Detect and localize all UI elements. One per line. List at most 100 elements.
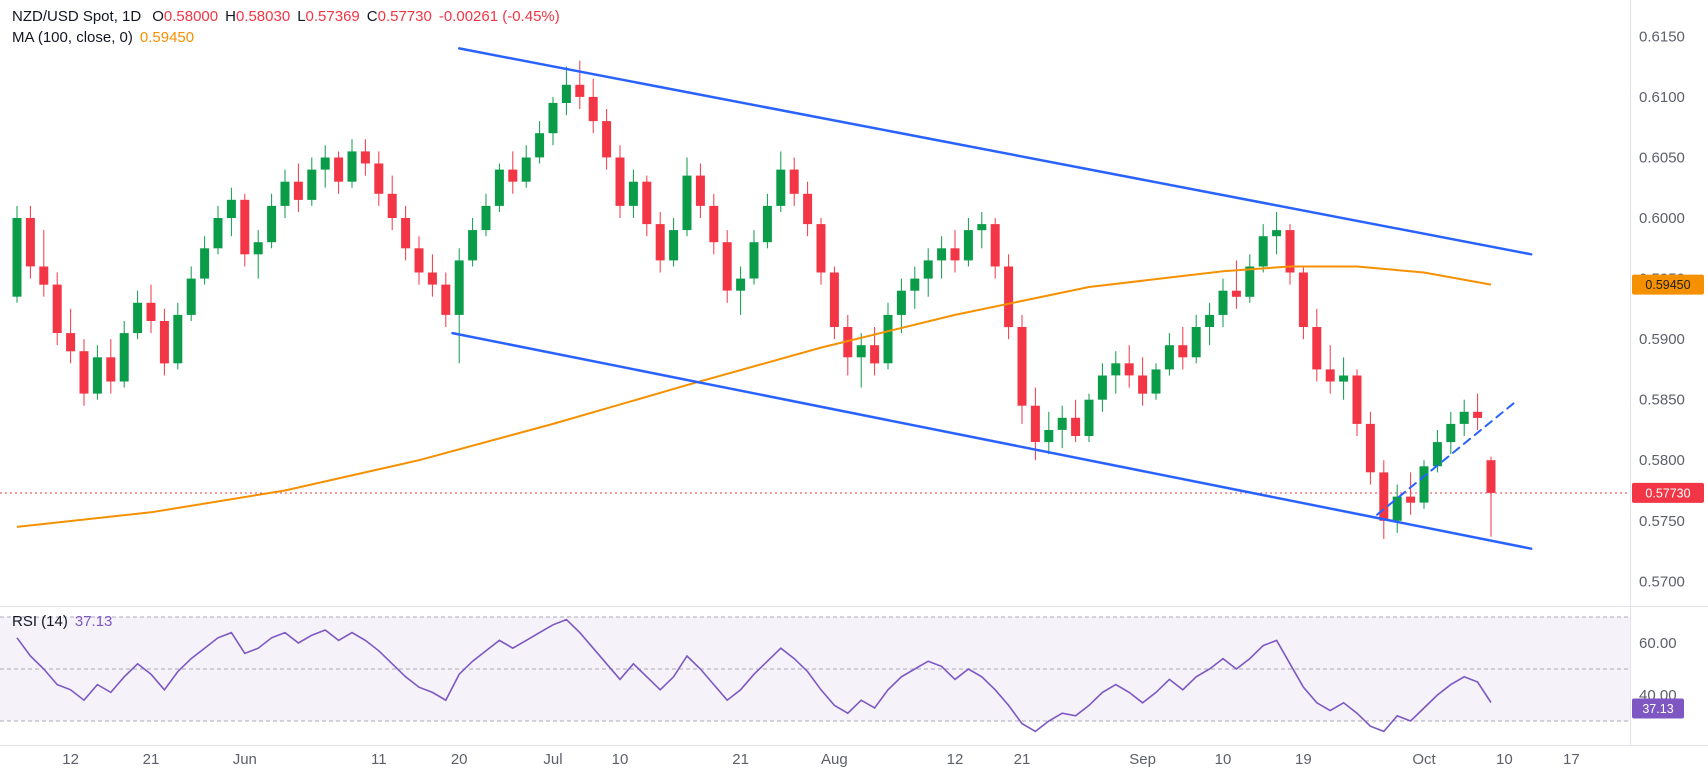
- lower-trendline[interactable]: [451, 331, 1533, 550]
- ohlc-close: C0.57730: [367, 7, 432, 27]
- candle-body: [709, 205, 719, 243]
- candle-body: [521, 157, 531, 182]
- candle-body: [387, 193, 397, 218]
- candle-body: [213, 218, 223, 249]
- svg-text:11: 11: [371, 751, 387, 768]
- rsi-legend[interactable]: RSI (14) 37.13: [12, 612, 112, 632]
- svg-text:0.5750: 0.5750: [1639, 513, 1685, 530]
- svg-text:0.6100: 0.6100: [1639, 89, 1685, 106]
- candle-body: [119, 333, 129, 382]
- candle-body: [52, 284, 62, 333]
- candle-body: [133, 302, 143, 334]
- svg-text:0.5900: 0.5900: [1639, 331, 1685, 348]
- candle-body: [293, 181, 303, 200]
- candle-body: [950, 248, 960, 261]
- candle-body: [655, 224, 665, 261]
- ma-value-wrap: 0.59450: [140, 28, 194, 48]
- candle-body: [829, 272, 839, 327]
- candle-body: [575, 84, 585, 97]
- svg-text:0.6150: 0.6150: [1639, 28, 1685, 45]
- ma-price-badge: 0.59450: [1632, 274, 1704, 295]
- candle-body: [990, 224, 1000, 267]
- low-label: L: [297, 8, 306, 25]
- candle-body: [1258, 236, 1268, 267]
- candle-body: [92, 357, 102, 394]
- svg-text:0.59450: 0.59450: [1645, 278, 1690, 292]
- svg-text:0.6050: 0.6050: [1639, 150, 1685, 167]
- candlestick-series[interactable]: [12, 60, 1496, 539]
- candle-body: [1071, 417, 1081, 436]
- candle-body: [1111, 363, 1121, 376]
- candle-body: [347, 151, 357, 182]
- svg-text:0.5700: 0.5700: [1639, 573, 1685, 590]
- candle-body: [25, 218, 35, 267]
- candle-body: [789, 169, 799, 194]
- candle-body: [39, 266, 49, 285]
- ma-100-line[interactable]: [16, 265, 1492, 528]
- candle-body: [883, 314, 893, 364]
- ohlc-high: H0.58030: [225, 7, 290, 27]
- symbol-legend[interactable]: NZD/USD Spot, 1D O0.58000 H0.58030 L0.57…: [12, 7, 560, 27]
- candle-body: [548, 102, 558, 134]
- candle-body: [468, 230, 478, 261]
- breakout-dashed-trendline[interactable]: [1376, 401, 1517, 516]
- rsi-band: [0, 616, 1630, 722]
- svg-text:21: 21: [143, 751, 160, 768]
- candle-body: [66, 333, 76, 352]
- ohlc-low: L0.57369: [297, 7, 360, 27]
- candle-body: [1486, 460, 1496, 493]
- svg-text:20: 20: [451, 751, 468, 768]
- candle-body: [1231, 290, 1241, 297]
- ohlc-change: -0.00261 (-0.45%): [439, 7, 560, 27]
- candle-body: [1406, 496, 1416, 503]
- candle-body: [749, 242, 759, 279]
- symbol-title[interactable]: NZD/USD Spot, 1D: [12, 8, 142, 25]
- ma-legend[interactable]: MA (100, close, 0) 0.59450: [12, 28, 194, 48]
- candle-body: [414, 248, 424, 273]
- price-axis[interactable]: 0.61500.61000.60500.60000.59500.59000.58…: [1639, 28, 1685, 704]
- candle-body: [159, 321, 169, 364]
- candle-body: [776, 169, 786, 206]
- rsi-value: 37.13: [74, 613, 113, 630]
- candle-body: [1272, 230, 1282, 237]
- candle-body: [1459, 411, 1469, 424]
- rsi-line[interactable]: [16, 618, 1492, 733]
- svg-text:0.57730: 0.57730: [1645, 486, 1690, 500]
- candle-body: [360, 151, 370, 164]
- candle-body: [226, 199, 236, 218]
- candle-body: [722, 242, 732, 291]
- close-value: 0.57730: [377, 8, 432, 25]
- candle-body: [1365, 423, 1375, 473]
- ma-value: 0.59450: [139, 29, 195, 46]
- candle-body: [1004, 266, 1014, 328]
- svg-text:0.5850: 0.5850: [1639, 392, 1685, 409]
- candle-body: [1245, 266, 1255, 297]
- candle-body: [923, 260, 933, 279]
- svg-text:0.5800: 0.5800: [1639, 452, 1685, 469]
- candle-body: [1097, 375, 1107, 400]
- candle-body: [762, 205, 772, 243]
- candle-body: [173, 314, 183, 364]
- candle-body: [1392, 496, 1402, 521]
- svg-text:10: 10: [612, 751, 629, 768]
- upper-trendline[interactable]: [457, 47, 1533, 256]
- candle-body: [1325, 369, 1335, 382]
- svg-text:0.6000: 0.6000: [1639, 210, 1685, 227]
- candle-body: [615, 157, 625, 206]
- candle-body: [1030, 405, 1040, 442]
- candle-body: [12, 218, 22, 297]
- time-axis[interactable]: 12 21 Jun 11 20 Jul 10 21 Aug 12 21 Sep 10 19 Oct 10 17: [62, 751, 1579, 768]
- low-value: 0.57369: [305, 8, 360, 25]
- candle-body: [1164, 345, 1174, 370]
- svg-text:21: 21: [732, 751, 749, 768]
- candle-body: [803, 193, 813, 225]
- candle-body: [963, 230, 973, 261]
- candle-body: [1084, 399, 1094, 436]
- candle-body: [937, 248, 947, 261]
- candle-body: [1191, 327, 1201, 358]
- candle-body: [1379, 472, 1389, 521]
- candle-body: [1205, 314, 1215, 327]
- candle-body: [896, 290, 906, 315]
